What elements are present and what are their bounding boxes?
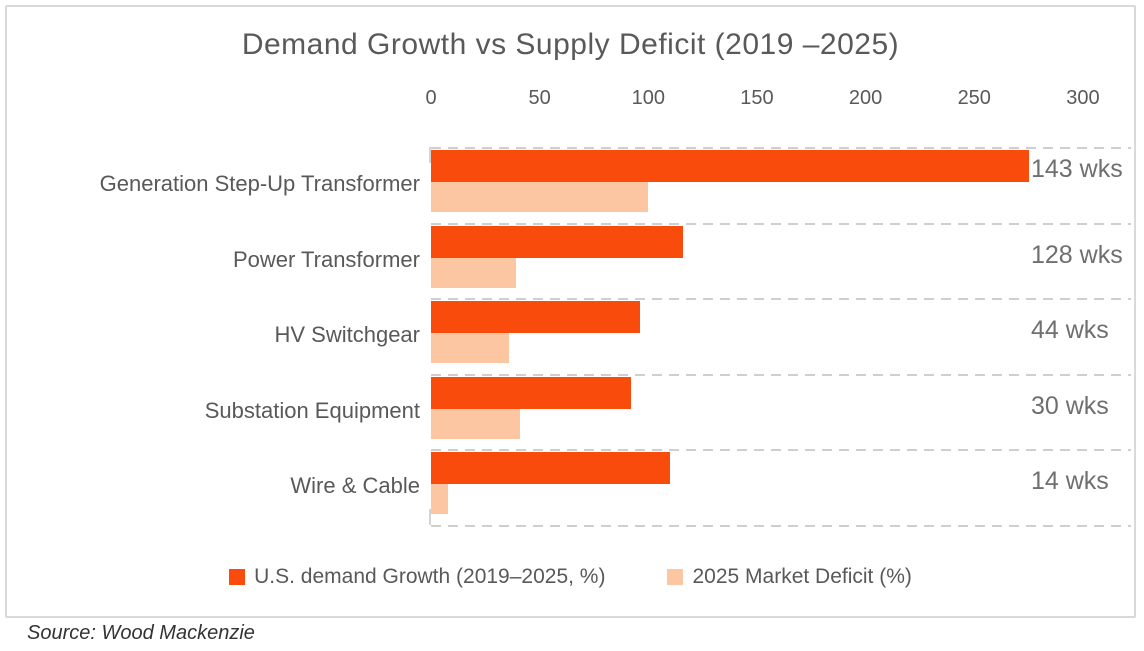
- x-axis-tick: 200: [848, 87, 883, 109]
- axis-corner-stub: [429, 147, 431, 163]
- category-label: Substation Equipment: [204, 398, 420, 423]
- bar-demand-growth: [431, 452, 670, 484]
- legend-item: 2025 Market Deficit (%): [667, 565, 912, 589]
- lead-time-label: 44 wks: [1031, 316, 1109, 344]
- bar-demand-growth: [431, 301, 640, 333]
- bar-market-deficit: [431, 484, 448, 514]
- category-label: HV Switchgear: [274, 322, 420, 347]
- source-note: Source: Wood Mackenzie: [27, 622, 255, 644]
- legend-label: U.S. demand Growth (2019–2025, %): [254, 565, 606, 588]
- lead-time-label: 143 wks: [1031, 155, 1123, 183]
- bar-demand-growth: [431, 150, 1029, 182]
- x-axis-tick: 50: [528, 87, 551, 109]
- bar-market-deficit: [431, 409, 520, 439]
- lead-time-label: 30 wks: [1031, 392, 1109, 420]
- legend-swatch: [229, 569, 246, 585]
- row-separator-line: [431, 525, 1131, 527]
- x-axis-tick: 250: [957, 87, 991, 109]
- x-axis-tick: 300: [1066, 87, 1100, 109]
- legend-swatch: [667, 569, 684, 585]
- axis-corner-stub: [429, 509, 431, 525]
- row-separator-line: [431, 298, 1131, 300]
- row-separator-line: [431, 147, 1131, 149]
- x-axis-tick: 0: [425, 87, 437, 109]
- bar-market-deficit: [431, 258, 516, 288]
- x-axis-tick: 150: [740, 87, 774, 109]
- chart-title: Demand Growth vs Supply Deficit (2019 –2…: [241, 28, 900, 61]
- lead-time-label: 14 wks: [1031, 467, 1109, 495]
- x-axis-tick: 100: [631, 87, 665, 109]
- row-separator-line: [431, 449, 1131, 451]
- bar-demand-growth: [431, 226, 683, 258]
- row-separator-line: [431, 374, 1131, 376]
- legend-item: U.S. demand Growth (2019–2025, %): [229, 565, 605, 589]
- category-label: Generation Step-Up Transformer: [99, 171, 420, 196]
- category-label: Wire & Cable: [290, 473, 420, 498]
- legend-label: 2025 Market Deficit (%): [692, 565, 912, 588]
- bar-market-deficit: [431, 182, 648, 212]
- category-label: Power Transformer: [232, 247, 420, 272]
- legend: U.S. demand Growth (2019–2025, %) 2025 Ma…: [5, 565, 1136, 589]
- bar-demand-growth: [431, 377, 631, 409]
- bar-market-deficit: [431, 333, 509, 363]
- row-separator-line: [431, 223, 1131, 225]
- lead-time-label: 128 wks: [1031, 241, 1123, 269]
